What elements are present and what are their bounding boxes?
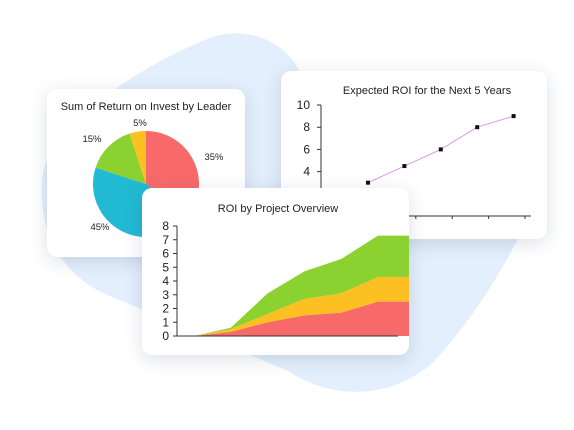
- y-tick-label: 0: [162, 329, 169, 343]
- y-tick-label: 4: [162, 274, 169, 288]
- y-tick-label: 7: [162, 233, 169, 247]
- pie-slice: [129, 131, 146, 184]
- y-tick-label: 8: [303, 120, 310, 134]
- y-tick-label: 2: [162, 302, 169, 316]
- y-tick-label: 1: [162, 315, 169, 329]
- line-chart-title: Expected ROI for the Next 5 Years: [343, 85, 512, 97]
- y-tick-label: 8: [162, 219, 169, 233]
- area-band: [194, 235, 409, 336]
- pie-chart-title: Sum of Return on Invest by Leader: [61, 101, 232, 113]
- y-tick-label: 6: [303, 142, 310, 156]
- line-point: [366, 180, 370, 185]
- pie-slice-label: 45%: [90, 222, 110, 233]
- y-tick-label: 6: [162, 247, 169, 261]
- line-chart: Expected ROI for the Next 5 Years 10 8 6 4: [297, 85, 531, 219]
- pie-slice-label: 35%: [204, 152, 224, 163]
- area-band: [194, 301, 409, 336]
- y-tick-label: 10: [297, 98, 311, 112]
- pie-slice-label: 5%: [133, 118, 147, 129]
- pie-slice-label: 15%: [82, 134, 102, 145]
- line-point: [475, 125, 480, 130]
- area-chart-title: ROI by Project Overview: [218, 203, 338, 215]
- line-point: [402, 164, 407, 169]
- line-point: [511, 114, 516, 119]
- line-point: [438, 147, 443, 152]
- pie-slice: [95, 133, 146, 184]
- y-tick-label: 5: [162, 260, 169, 274]
- y-tick-label: 3: [162, 288, 169, 302]
- y-tick-label: 4: [303, 165, 310, 179]
- area-band: [194, 276, 409, 336]
